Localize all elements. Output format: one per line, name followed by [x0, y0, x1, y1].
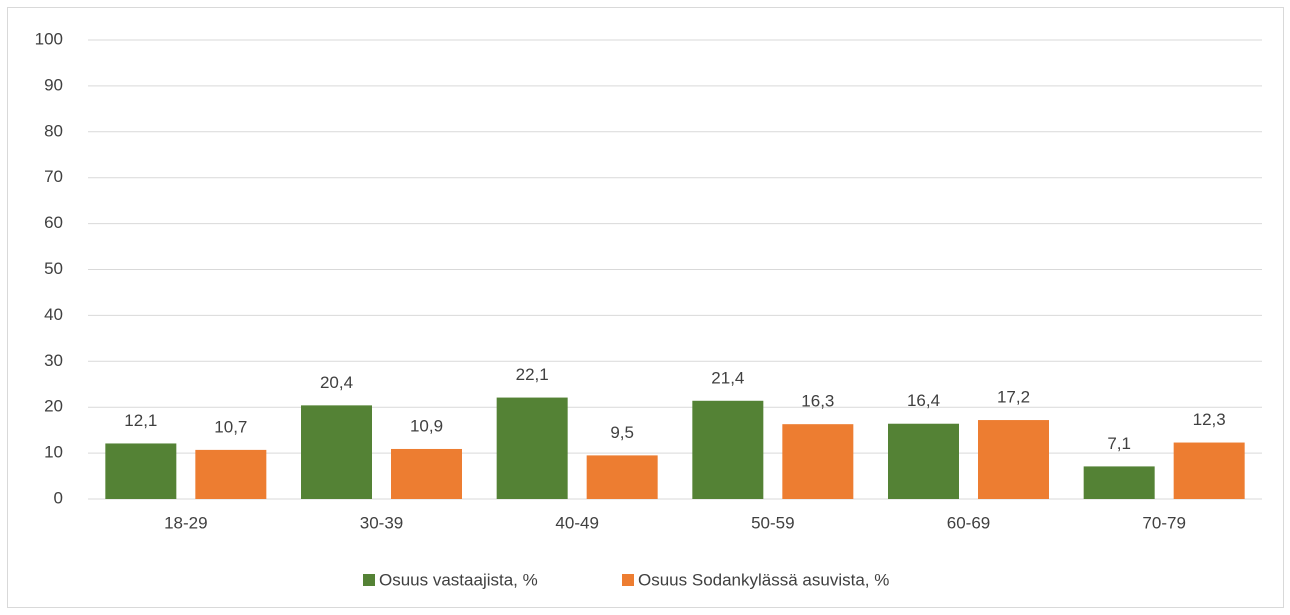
data-label: 17,2 — [997, 388, 1030, 407]
bar — [105, 443, 177, 499]
y-tick-label: 0 — [54, 488, 63, 507]
bar — [1173, 442, 1245, 499]
legend-swatch — [622, 574, 634, 586]
y-tick-label: 90 — [44, 75, 63, 94]
data-label: 12,3 — [1193, 410, 1226, 429]
bar — [586, 455, 658, 499]
bar — [888, 423, 959, 499]
y-tick-label: 40 — [44, 305, 63, 324]
bar — [496, 397, 568, 499]
data-label: 9,5 — [610, 423, 634, 442]
bar — [692, 400, 764, 499]
data-label: 10,7 — [214, 417, 247, 436]
x-tick-label: 60-69 — [947, 513, 990, 532]
data-label: 16,4 — [907, 391, 940, 410]
y-tick-label: 20 — [44, 397, 63, 416]
bar — [1083, 466, 1155, 499]
data-label: 10,9 — [410, 416, 443, 435]
x-tick-label: 30-39 — [360, 513, 403, 532]
bar — [782, 424, 854, 499]
chart-border — [7, 7, 1284, 608]
x-tick-label: 50-59 — [751, 513, 794, 532]
x-tick-label: 18-29 — [164, 513, 207, 532]
data-label: 16,3 — [801, 392, 834, 411]
data-label: 21,4 — [711, 368, 744, 387]
bar — [978, 420, 1049, 499]
data-label: 12,1 — [124, 411, 157, 430]
data-label: 7,1 — [1107, 434, 1131, 453]
bar — [301, 405, 372, 499]
y-tick-label: 70 — [44, 167, 63, 186]
data-label: 22,1 — [516, 365, 549, 384]
bar — [391, 448, 462, 499]
data-label: 20,4 — [320, 373, 353, 392]
y-tick-label: 30 — [44, 351, 63, 370]
x-tick-label: 70-79 — [1142, 513, 1185, 532]
legend-swatch — [363, 574, 375, 586]
legend-label: Osuus vastaajista, % — [379, 570, 538, 589]
y-tick-label: 100 — [35, 29, 63, 48]
legend-label: Osuus Sodankylässä asuvista, % — [638, 570, 889, 589]
x-tick-label: 40-49 — [555, 513, 598, 532]
y-tick-label: 60 — [44, 213, 63, 232]
y-tick-label: 80 — [44, 121, 63, 140]
y-tick-label: 10 — [44, 443, 63, 462]
y-tick-label: 50 — [44, 259, 63, 278]
bar — [195, 449, 267, 499]
